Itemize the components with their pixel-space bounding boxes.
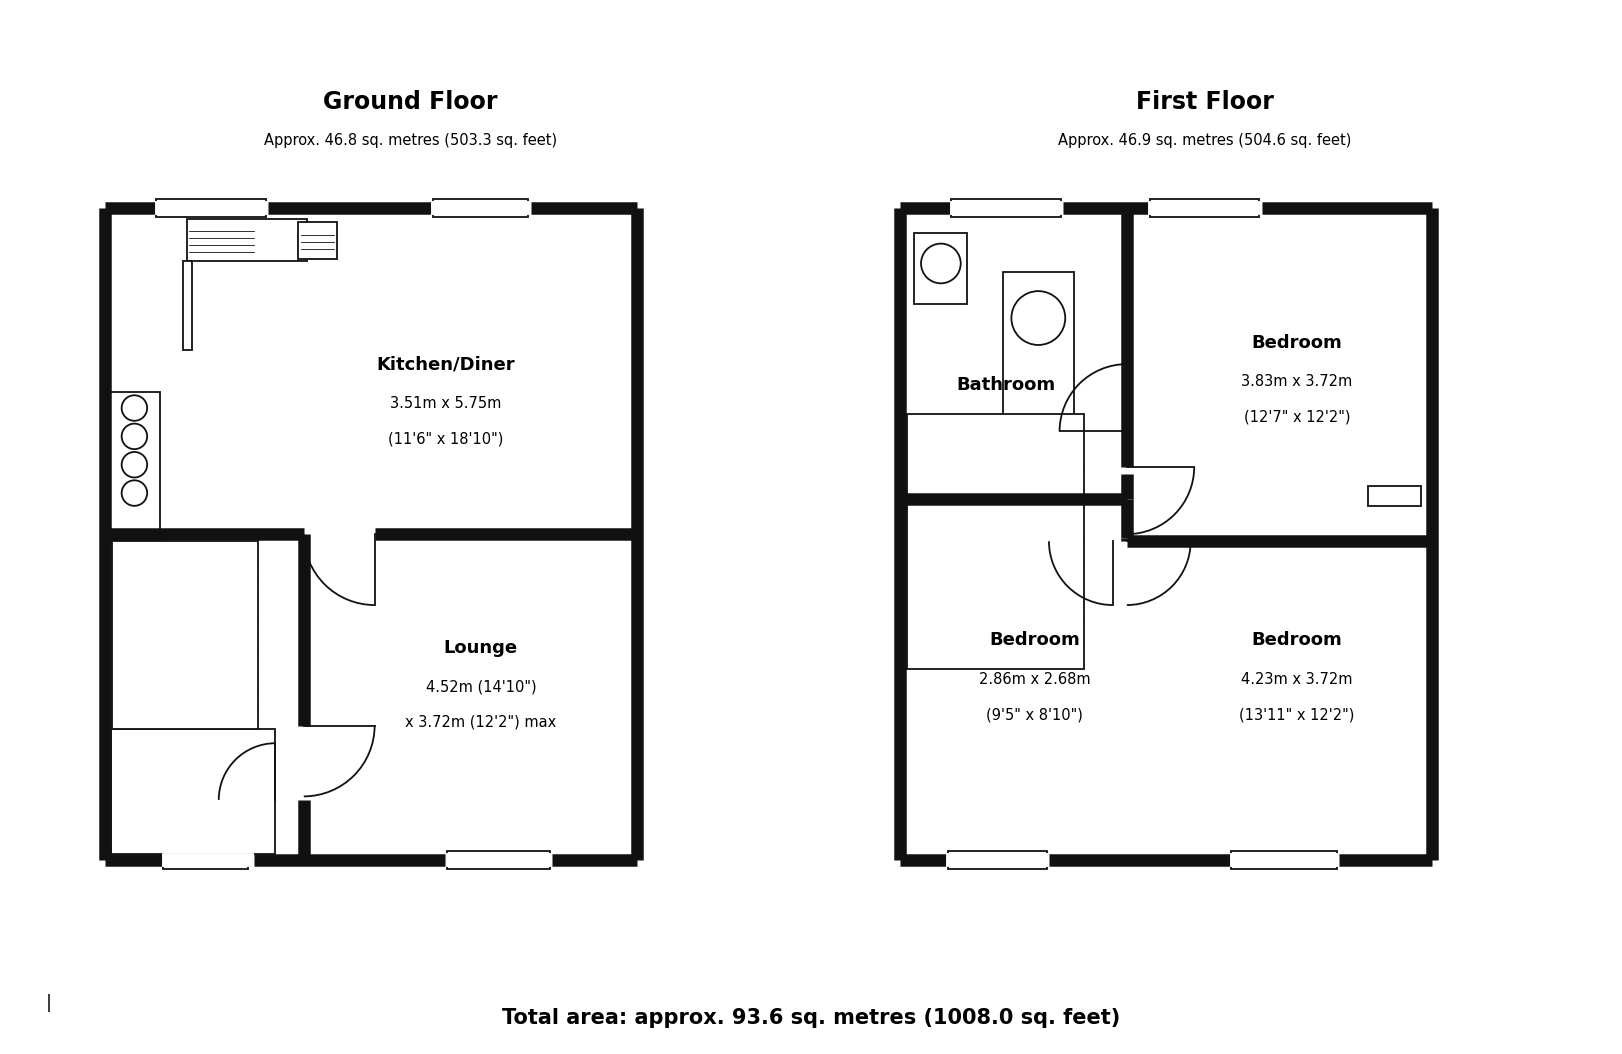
Text: Ground Floor: Ground Floor: [323, 90, 498, 114]
Bar: [1150, 199, 1259, 217]
Text: Total area: approx. 93.6 sq. metres (1008.0 sq. feet): Total area: approx. 93.6 sq. metres (100…: [501, 1008, 1121, 1028]
Bar: [448, 851, 550, 868]
Bar: [1002, 272, 1074, 446]
Text: x 3.72m (12'2") max: x 3.72m (12'2") max: [406, 715, 556, 729]
Text: Bathroom: Bathroom: [957, 376, 1056, 394]
Text: Approx. 46.8 sq. metres (503.3 sq. feet): Approx. 46.8 sq. metres (503.3 sq. feet): [263, 134, 556, 149]
Bar: [915, 233, 967, 304]
Text: Lounge: Lounge: [444, 639, 517, 657]
Bar: [907, 414, 1085, 669]
Text: First Floor: First Floor: [1135, 90, 1273, 114]
Bar: [1367, 486, 1421, 506]
Text: Bedroom: Bedroom: [989, 631, 1080, 649]
Text: (11'6" x 18'10"): (11'6" x 18'10"): [388, 431, 503, 446]
Bar: [950, 199, 1061, 217]
Text: Bedroom: Bedroom: [1252, 334, 1343, 352]
Bar: [298, 222, 337, 259]
Bar: [187, 219, 307, 261]
Text: 3.83m x 3.72m: 3.83m x 3.72m: [1241, 374, 1353, 389]
Text: Kitchen/Diner: Kitchen/Diner: [376, 355, 514, 373]
Bar: [912, 441, 960, 477]
Text: |: |: [45, 994, 52, 1012]
Text: (12'7" x 12'2"): (12'7" x 12'2"): [1244, 410, 1350, 425]
Text: Bedroom: Bedroom: [1252, 631, 1343, 649]
Bar: [183, 261, 191, 350]
Bar: [112, 542, 258, 729]
Text: (13'11" x 12'2"): (13'11" x 12'2"): [1239, 707, 1354, 722]
Text: 2.86m x 2.68m: 2.86m x 2.68m: [980, 672, 1090, 687]
Text: 4.23m x 3.72m: 4.23m x 3.72m: [1241, 672, 1353, 687]
Bar: [947, 851, 1046, 868]
Bar: [110, 729, 276, 855]
Text: (9'5" x 8'10"): (9'5" x 8'10"): [986, 707, 1083, 722]
Text: 3.51m x 5.75m: 3.51m x 5.75m: [389, 395, 501, 411]
Bar: [164, 851, 248, 868]
Text: 4.52m (14'10"): 4.52m (14'10"): [425, 679, 537, 694]
Bar: [109, 392, 161, 542]
Bar: [156, 199, 266, 217]
Text: Approx. 46.9 sq. metres (504.6 sq. feet): Approx. 46.9 sq. metres (504.6 sq. feet): [1058, 134, 1351, 149]
Bar: [433, 199, 529, 217]
Bar: [1231, 851, 1338, 868]
